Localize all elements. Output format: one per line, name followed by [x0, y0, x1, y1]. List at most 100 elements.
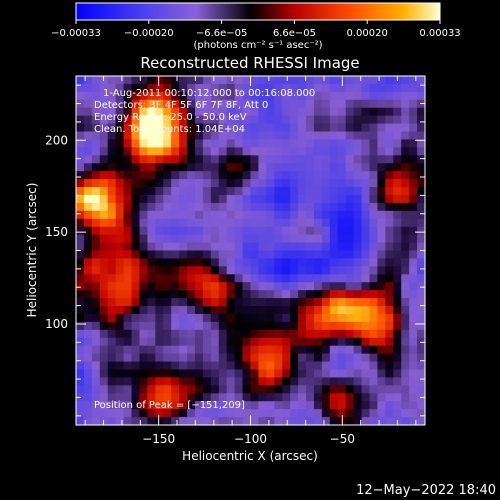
heatmap-cell — [393, 139, 402, 148]
heatmap-cell — [321, 163, 331, 172]
heatmap-cell — [210, 377, 220, 386]
heatmap-cell — [361, 274, 370, 283]
heatmap-cell — [218, 226, 228, 236]
heatmap-cell — [282, 187, 291, 196]
heatmap-cell — [313, 369, 323, 378]
heatmap-cell — [353, 321, 362, 331]
heatmap-cell — [298, 163, 307, 172]
heatmap-cell — [337, 361, 347, 370]
heatmap-cell — [393, 147, 402, 156]
heatmap-cell — [306, 345, 315, 355]
heatmap-cell — [345, 290, 355, 299]
heatmap-cell — [417, 385, 425, 394]
heatmap-cell — [353, 409, 362, 418]
heatmap-cell — [107, 179, 117, 188]
heatmap-cell — [123, 393, 132, 402]
heatmap-cell — [202, 266, 212, 275]
heatmap-cell — [107, 353, 117, 362]
heatmap-cell — [345, 329, 355, 339]
counts-text: Clean. Total counts: 1.04E+04 — [94, 124, 245, 135]
heatmap-cell — [417, 147, 425, 156]
heatmap-cell — [329, 131, 339, 140]
heatmap-cell — [385, 282, 394, 291]
heatmap-cell — [187, 417, 196, 425]
heatmap-cell — [306, 123, 315, 132]
heatmap-cell — [123, 353, 132, 362]
heatmap-cell — [329, 194, 339, 204]
heatmap-cell — [313, 147, 323, 156]
heatmap-cell — [194, 147, 204, 156]
heatmap-cell — [306, 274, 315, 283]
heatmap-cell — [131, 417, 140, 425]
heatmap-cell — [377, 99, 386, 109]
heatmap-cell — [171, 329, 180, 339]
heatmap-cell — [385, 91, 394, 101]
heatmap-cell — [187, 99, 196, 109]
heatmap-cell — [417, 329, 425, 339]
detectors-text: Detectors: 3F 4F 5F 6F 7F 8F, Att 0 — [94, 100, 268, 111]
heatmap-cell — [298, 274, 307, 283]
heatmap-cell — [393, 353, 402, 362]
heatmap-cell — [242, 298, 251, 307]
heatmap-cell — [377, 131, 386, 140]
heatmap-cell — [194, 242, 204, 251]
heatmap-cell — [282, 210, 291, 220]
heatmap-cell — [123, 83, 132, 93]
heatmap-cell — [345, 250, 355, 259]
heatmap-cell — [321, 258, 331, 267]
heatmap-cell — [290, 76, 299, 85]
heatmap-cell — [194, 417, 204, 425]
heatmap-cell — [202, 369, 212, 378]
heatmap-cell — [83, 306, 93, 315]
heatmap-cell — [290, 147, 299, 156]
heatmap-cell — [171, 298, 180, 307]
heatmap-cell — [409, 226, 418, 236]
heatmap-cell — [147, 139, 156, 148]
heatmap-cell — [226, 385, 236, 394]
heatmap-cell — [377, 171, 386, 180]
heatmap-cell — [274, 194, 283, 204]
heatmap-cell — [329, 282, 339, 291]
heatmap-cell — [298, 139, 307, 148]
heatmap-cell — [139, 91, 148, 101]
heatmap-cell — [123, 298, 132, 307]
heatmap-cell — [163, 155, 172, 164]
heatmap-cell — [377, 313, 386, 323]
heatmap-cell — [385, 298, 394, 307]
heatmap-cell — [226, 179, 236, 188]
heatmap-cell — [282, 83, 291, 93]
heatmap-cell — [147, 417, 156, 425]
heatmap-cell — [385, 250, 394, 259]
heatmap-cell — [274, 187, 283, 196]
heatmap-cell — [218, 417, 228, 425]
heatmap-cell — [83, 329, 93, 339]
heatmap-cell — [91, 171, 101, 180]
heatmap-cell — [202, 321, 212, 331]
heatmap-cell — [313, 139, 323, 148]
heatmap-cell — [353, 282, 362, 291]
heatmap-cell — [147, 306, 156, 315]
heatmap-cell — [298, 147, 307, 156]
heatmap-cell — [91, 417, 101, 425]
heatmap-cell — [401, 417, 410, 425]
heatmap-cell — [179, 139, 188, 148]
heatmap-cell — [115, 345, 124, 355]
heatmap-image — [76, 76, 425, 425]
heatmap-cell — [345, 258, 355, 267]
heatmap-cell — [250, 409, 259, 418]
heatmap-cell — [306, 385, 315, 394]
heatmap-cell — [321, 298, 331, 307]
heatmap-cell — [242, 329, 251, 339]
heatmap-cell — [163, 171, 172, 180]
heatmap-cell — [210, 83, 220, 93]
heatmap-cell — [361, 210, 370, 220]
heatmap-cell — [313, 202, 323, 212]
heatmap-cell — [115, 194, 124, 204]
heatmap-cell — [83, 385, 93, 394]
heatmap-cell — [329, 306, 339, 315]
heatmap-cell — [266, 258, 275, 267]
heatmap-cell — [115, 385, 124, 394]
heatmap-cell — [123, 417, 132, 425]
heatmap-cell — [187, 147, 196, 156]
heatmap-cell — [306, 353, 315, 362]
